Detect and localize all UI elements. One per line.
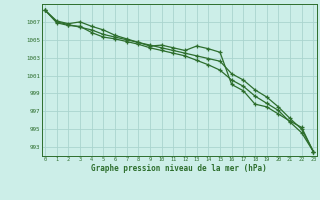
X-axis label: Graphe pression niveau de la mer (hPa): Graphe pression niveau de la mer (hPa) bbox=[91, 164, 267, 173]
